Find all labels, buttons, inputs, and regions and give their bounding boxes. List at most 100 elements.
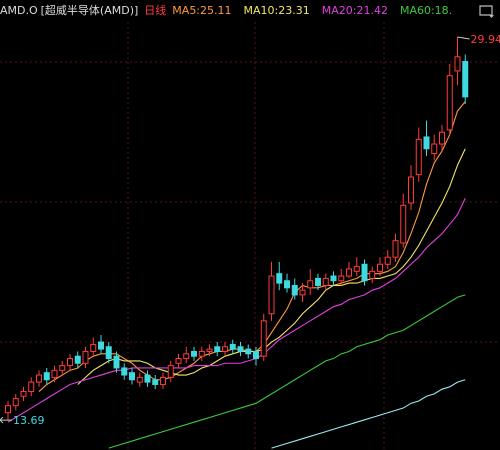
candle-body [446,75,453,131]
candle [377,257,383,277]
candle [144,370,151,387]
candle [5,400,11,421]
candle [423,120,430,156]
candle [152,375,159,390]
legend: MA5:25.11 MA10:23.31 MA20:21.42 MA60:18. [172,4,464,17]
candle-body [28,381,35,393]
legend-entry: MA10:23.31 [243,4,310,17]
candle-body [307,280,314,289]
candle-body [82,350,89,364]
candle [454,37,461,86]
candle [338,268,345,286]
candle [121,363,128,380]
candle-body [36,374,42,383]
candle-body [183,353,190,360]
candle [28,377,35,397]
candle [384,250,391,269]
candle-body [423,136,430,150]
candle [260,313,267,361]
candle-body [198,350,205,357]
candle [175,353,182,368]
candle-body [315,277,321,286]
candle [183,346,190,364]
candle-body [152,379,159,385]
candle-body [98,341,104,350]
candle [214,342,221,357]
candle-body [43,372,50,381]
legend-entry: MA5:25.11 [172,4,232,17]
candle-body [245,348,252,355]
candle-body [276,273,283,284]
candle [415,127,422,182]
candle [353,257,360,277]
candle [276,261,283,291]
candle [369,266,376,284]
candle-body [105,346,112,360]
candle-body [51,369,58,378]
stock-name: [超威半导体(AMD)] [40,4,139,17]
candle-body [121,367,128,376]
candle [113,351,120,373]
candle-body [260,320,267,357]
candle-body [439,131,445,145]
candle-body [20,391,27,397]
candle [400,193,407,248]
candle [222,342,228,357]
legend-entry: MA60:18. [399,4,453,17]
max-pointer [457,36,470,40]
candle-body [214,346,221,352]
candle [245,344,252,359]
candle-body [322,277,329,286]
candle [346,261,352,279]
candle-body [74,355,81,364]
candle-body [113,355,120,369]
candle [82,346,89,368]
candle-body [291,284,298,296]
settings-icon[interactable] [478,3,496,19]
ma-line [271,379,466,449]
candle [408,165,414,211]
candle [439,125,445,152]
candle [20,386,27,401]
candle-body [392,240,399,258]
candle-body [431,143,438,154]
min-pointer [0,416,12,424]
candle-body [384,256,391,265]
candle [51,365,58,383]
candle [59,360,66,376]
candle-body [330,275,337,282]
candle-body [191,350,197,357]
candle-body [361,263,368,282]
candle-body [90,343,97,352]
candle-body [338,275,345,282]
ma-line [77,148,466,385]
candle [206,344,213,357]
header: AMD.O [超威半导体(AMD)] 日线 MA5:25.11 MA10:23.31 MA… [0,0,500,22]
candle [160,372,166,390]
candle-body [284,280,290,289]
candle-body [206,348,213,352]
candle [129,367,135,385]
candle-body [377,263,383,272]
candle [462,54,469,104]
candle-body [129,372,135,381]
candle-body [299,289,306,296]
candle [136,372,143,387]
period: 日线 [144,4,167,17]
candle-body [253,350,259,360]
candle-body [12,398,19,407]
candle-body [136,376,143,383]
candle-body [167,365,174,378]
legend-entry: MA20:21.42 [321,4,388,17]
candle-body [353,266,360,272]
candle [229,339,236,354]
candle [253,346,259,366]
ma-line [108,294,466,449]
candle [98,334,104,354]
candle-body [400,204,407,244]
candle [322,273,329,291]
candle-body [346,268,352,277]
candle [431,134,438,161]
candle-body [408,176,414,204]
